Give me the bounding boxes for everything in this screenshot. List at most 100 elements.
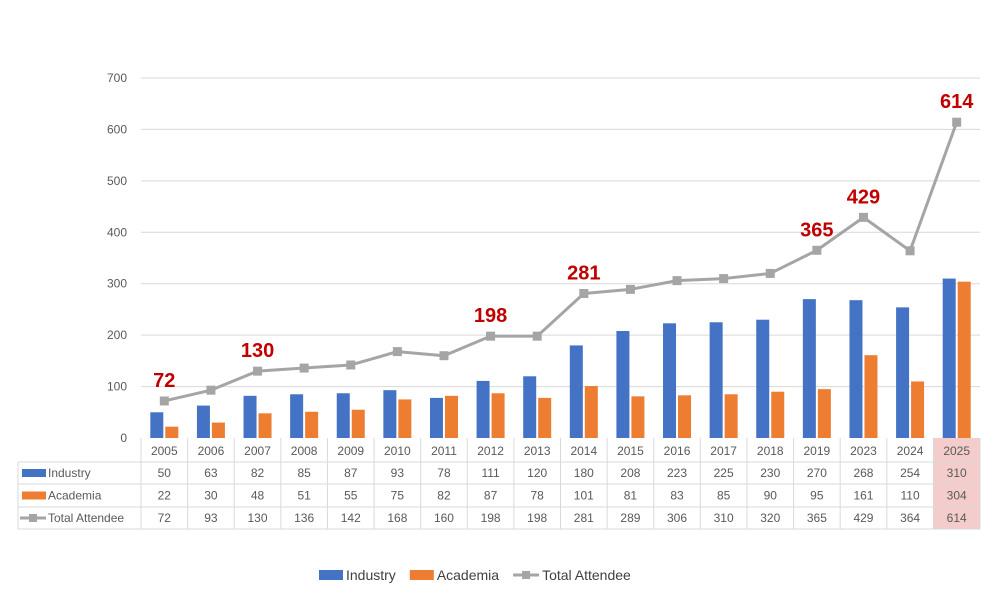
table-cell: 93 [391, 466, 405, 480]
table-cell: 55 [344, 489, 358, 503]
table-cell: 51 [297, 489, 311, 503]
table-cell: 198 [481, 511, 501, 525]
x-tick-label: 2011 [431, 444, 457, 458]
x-tick-label: 2018 [757, 444, 784, 458]
table-cell: 90 [764, 489, 778, 503]
data-label: 429 [847, 186, 880, 208]
bar-academia [631, 396, 645, 438]
table-cell: 268 [853, 466, 873, 480]
data-label: 614 [940, 91, 974, 113]
table-cell: 130 [248, 511, 268, 525]
table-row-label: Total Attendee [48, 511, 124, 525]
x-tick-label: 2016 [664, 444, 691, 458]
bar-industry [896, 307, 910, 438]
bar-academia [911, 381, 925, 438]
bar-industry [383, 390, 397, 438]
x-tick-label: 2007 [244, 444, 271, 458]
table-cell: 306 [667, 511, 687, 525]
y-tick-label: 300 [107, 277, 127, 291]
table-cell: 75 [391, 489, 405, 503]
data-label: 72 [153, 370, 175, 392]
x-tick-label: 2015 [617, 444, 644, 458]
y-tick-label: 200 [107, 328, 127, 342]
legend-label: Industry [346, 567, 396, 583]
table-cell: 310 [714, 511, 734, 525]
table-cell: 136 [294, 511, 314, 525]
bar-academia [724, 394, 738, 438]
bar-academia [957, 281, 971, 438]
bar-industry [663, 323, 677, 438]
total-attendee-marker [672, 276, 682, 286]
table-cell: 87 [484, 489, 498, 503]
data-label: 198 [474, 305, 507, 327]
x-tick-label: 2006 [198, 444, 225, 458]
table-cell: 208 [620, 466, 640, 480]
total-attendee-marker [952, 117, 962, 127]
bar-academia [771, 391, 785, 438]
table-row-label: Academia [48, 489, 102, 503]
bar-industry [290, 394, 304, 438]
table-cell: 304 [947, 489, 967, 503]
x-tick-label: 2019 [804, 444, 831, 458]
y-tick-label: 0 [120, 431, 127, 445]
table-cell: 82 [437, 489, 451, 503]
bar-industry [196, 405, 210, 438]
table-cell: 160 [434, 511, 454, 525]
table-cell: 30 [204, 489, 218, 503]
legend-key-marker [29, 514, 37, 522]
table-cell: 78 [437, 466, 451, 480]
total-attendee-marker [439, 351, 449, 361]
x-tick-label: 2012 [477, 444, 504, 458]
bar-industry [802, 299, 816, 438]
y-tick-label: 600 [107, 122, 127, 136]
table-cell: 180 [574, 466, 594, 480]
total-attendee-marker [159, 396, 169, 406]
x-tick-label: 2014 [570, 444, 597, 458]
data-label: 365 [800, 219, 833, 241]
y-tick-label: 400 [107, 225, 127, 239]
bar-industry [150, 412, 164, 438]
total-attendee-marker [719, 274, 729, 284]
table-row-label: Industry [48, 466, 91, 480]
table-cell: 254 [900, 466, 920, 480]
bar-academia [211, 422, 225, 438]
bar-industry [849, 300, 863, 438]
table-cell: 614 [947, 511, 967, 525]
x-tick-label: 2005 [151, 444, 178, 458]
legend-swatch [409, 570, 434, 580]
total-attendee-marker [392, 347, 402, 357]
bar-industry [336, 393, 350, 438]
table-cell: 270 [807, 466, 827, 480]
x-tick-label: 2013 [524, 444, 551, 458]
legend-label: Total Attendee [542, 567, 631, 583]
total-attendee-marker [905, 246, 915, 256]
total-attendee-marker [253, 366, 263, 376]
bar-academia [351, 409, 365, 438]
bar-industry [942, 278, 956, 438]
bar-academia [258, 413, 272, 438]
total-attendee-marker [625, 284, 635, 294]
total-attendee-marker [486, 331, 496, 341]
legend-swatch [319, 570, 343, 580]
bar-academia [398, 399, 412, 438]
table-cell: 50 [158, 466, 172, 480]
bar-industry [756, 319, 770, 438]
y-tick-label: 500 [107, 174, 127, 188]
table-cell: 93 [204, 511, 218, 525]
bar-industry [616, 331, 630, 438]
x-tick-label: 2017 [710, 444, 737, 458]
total-attendee-marker [858, 212, 868, 222]
bar-academia [817, 389, 831, 438]
table-cell: 72 [158, 511, 172, 525]
total-attendee-marker [812, 245, 822, 255]
table-cell: 87 [344, 466, 358, 480]
data-label: 281 [567, 262, 600, 284]
table-cell: 230 [760, 466, 780, 480]
bar-academia [305, 411, 319, 438]
x-tick-label: 2025 [943, 444, 970, 458]
x-tick-label: 2023 [850, 444, 877, 458]
x-tick-label: 2024 [897, 444, 924, 458]
y-tick-label: 100 [107, 380, 127, 394]
